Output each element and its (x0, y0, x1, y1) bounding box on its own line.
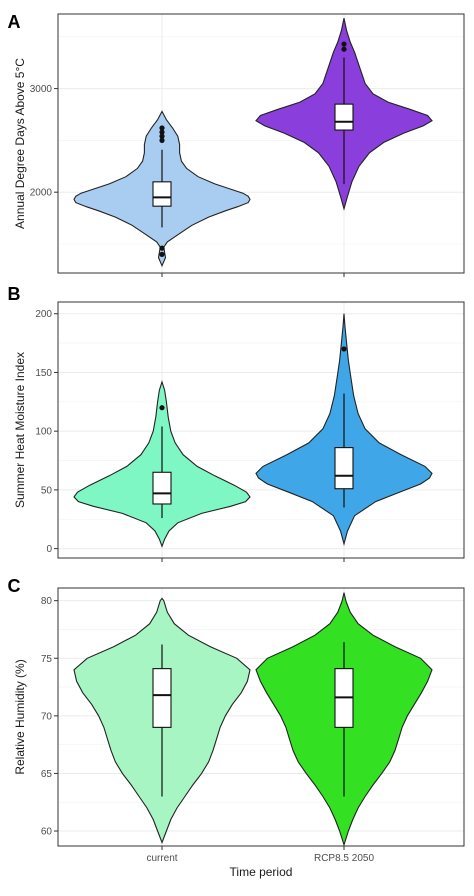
y-tick-label: 200 (35, 309, 52, 320)
panel-border (57, 13, 465, 274)
outlier-point (159, 129, 165, 135)
y-tick-label: 50 (41, 485, 53, 496)
y-tick-label: 2000 (30, 188, 53, 199)
outlier-point (159, 405, 165, 411)
panel-letter: B (8, 284, 21, 304)
y-axis-title: Summer Heat Moisture Index (13, 352, 27, 508)
y-tick-label: 75 (41, 654, 53, 665)
panel-letter: A (8, 12, 21, 32)
y-tick-label: 3000 (30, 84, 53, 95)
box (152, 668, 172, 728)
outlier-point (159, 245, 165, 251)
y-axis-title: Annual Degree Days Above 5°C (13, 58, 27, 229)
outlier-point (159, 137, 165, 143)
box (152, 181, 172, 207)
panel-c: 60 65 70 75 80 Relative Humidity (%) C (8, 576, 465, 850)
outlier-point (159, 125, 165, 131)
outlier-point (341, 346, 347, 352)
y-tick-label: 70 (41, 711, 53, 722)
box (152, 471, 172, 505)
panel-border (57, 301, 465, 559)
y-tick-label: 150 (35, 368, 52, 379)
y-axis-title: Relative Humidity (%) (13, 659, 27, 774)
outlier-point (341, 41, 347, 47)
panel-letter: C (8, 576, 21, 596)
x-axis-title: Time period (230, 865, 293, 879)
y-tick-label: 60 (41, 827, 53, 838)
y-tick-label: 100 (35, 427, 52, 438)
plot-background (58, 14, 464, 273)
outlier-point (159, 133, 165, 139)
outlier-point (341, 46, 347, 52)
box (334, 103, 354, 131)
y-tick-label: 0 (46, 544, 52, 555)
y-tick-label: 80 (41, 596, 53, 607)
panel-b: 0 50 100 150 200 Summer Heat Moisture Index B (8, 284, 465, 562)
x-tick-label: current (146, 853, 177, 864)
x-tick-label: RCP8.5 2050 (314, 853, 374, 864)
y-tick-label: 65 (41, 769, 53, 780)
box (334, 447, 354, 490)
panel-border (57, 587, 465, 847)
outlier-point (159, 251, 165, 257)
plot-background (58, 302, 464, 558)
